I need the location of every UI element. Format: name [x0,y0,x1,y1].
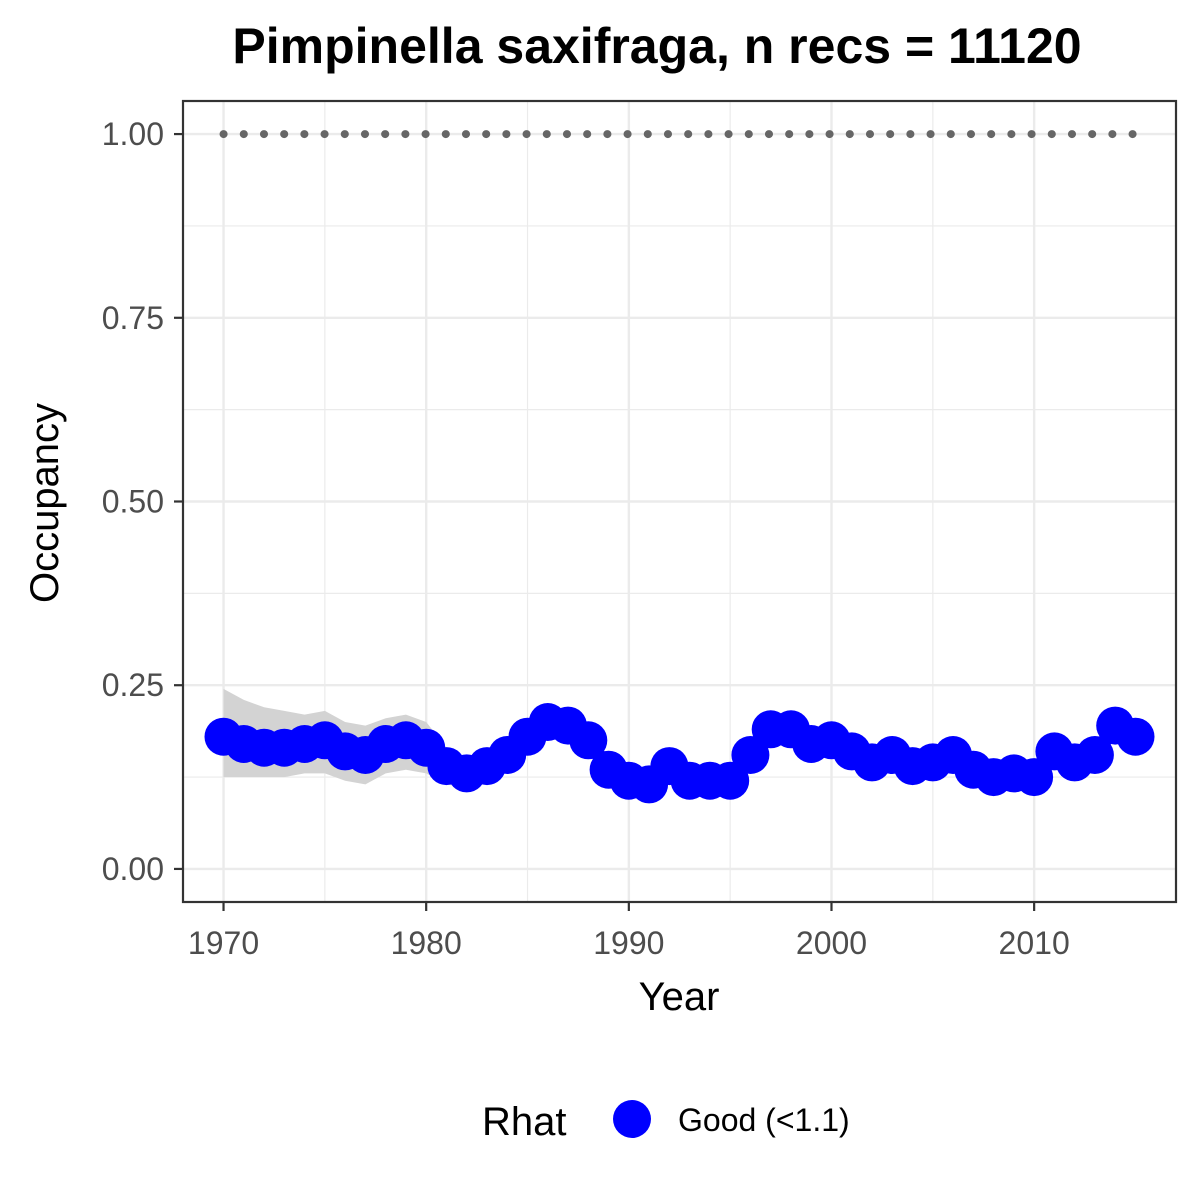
occupancy-point [1117,718,1155,756]
chart-title: Pimpinella saxifraga, n recs = 11120 [232,18,1081,74]
x-tick-label: 1990 [593,925,664,961]
y-tick-label: 0.00 [102,851,164,887]
y-tick-label: 1.00 [102,116,164,152]
legend-title: Rhat [482,1100,567,1144]
y-tick-label: 0.75 [102,300,164,336]
x-tick-label: 1970 [188,925,259,961]
y-tick-label: 0.50 [102,484,164,520]
legend-key-good [613,1100,651,1138]
y-tick-label: 0.25 [102,667,164,703]
x-tick-label: 1980 [391,925,462,961]
legend-label-good: Good (<1.1) [678,1102,850,1138]
y-axis-title: Occupancy [23,403,67,603]
x-axis-title: Year [639,975,720,1019]
legend: Rhat Good (<1.1) [482,1100,850,1144]
x-tick-label: 2010 [999,925,1070,961]
x-tick-label: 2000 [796,925,867,961]
